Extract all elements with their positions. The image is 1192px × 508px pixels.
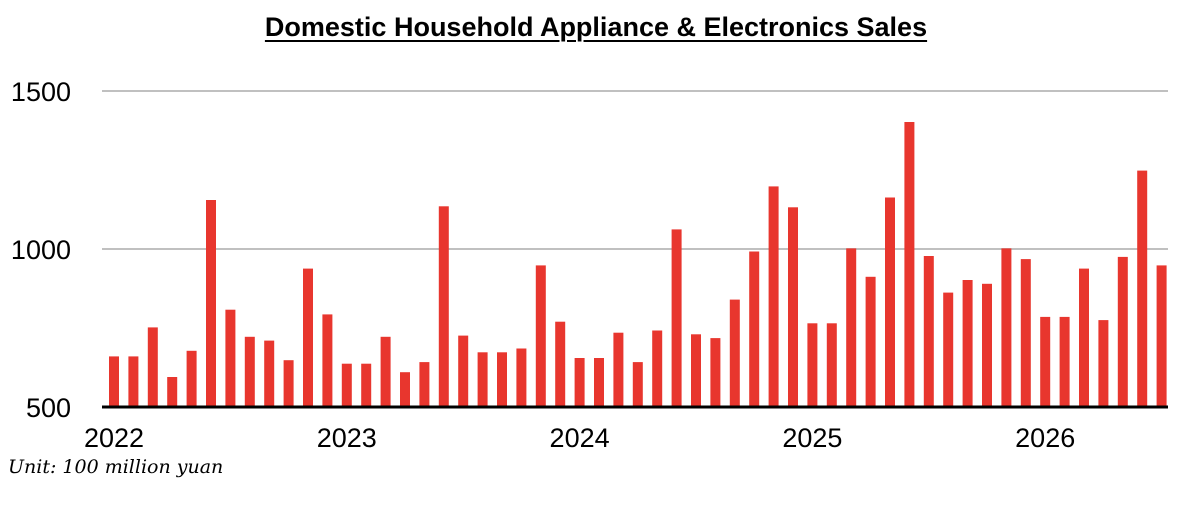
bar — [361, 363, 372, 407]
bar — [458, 335, 469, 407]
bar — [380, 336, 391, 407]
bar — [807, 323, 818, 407]
bar — [225, 309, 236, 407]
bar — [1098, 320, 1109, 407]
bar — [1156, 265, 1167, 407]
bar — [652, 330, 663, 407]
bar — [962, 280, 973, 407]
bar — [904, 122, 915, 407]
y-tick-label: 1500 — [11, 77, 71, 107]
bar — [322, 314, 333, 407]
bar — [477, 352, 488, 407]
bar — [1137, 170, 1148, 407]
y-tick-label: 1000 — [11, 235, 71, 265]
bar — [846, 248, 857, 407]
bar — [632, 362, 643, 407]
x-tick-label: 2025 — [782, 423, 842, 453]
bar — [438, 206, 449, 407]
bar — [826, 323, 837, 407]
bar — [1059, 316, 1070, 407]
bar — [594, 358, 604, 407]
bar — [749, 251, 760, 407]
bar — [788, 207, 798, 407]
x-tick-label: 2026 — [1015, 423, 1075, 453]
bar — [710, 338, 721, 407]
bar — [613, 332, 624, 407]
bar — [497, 352, 507, 407]
bar — [147, 327, 158, 407]
bar — [982, 283, 992, 407]
bar — [1117, 256, 1128, 407]
bar — [186, 350, 197, 407]
bar — [865, 276, 876, 407]
bar — [516, 348, 527, 407]
bar — [1079, 268, 1089, 407]
bar — [574, 358, 585, 407]
bar — [885, 197, 895, 407]
bar — [128, 356, 139, 407]
bar — [167, 377, 178, 407]
bar — [1040, 316, 1051, 407]
bar — [206, 200, 216, 407]
bar — [555, 321, 566, 407]
x-tick-label: 2022 — [84, 423, 144, 453]
x-axis-ticks: 2022 2023 2024 2025 2026 — [84, 423, 1075, 453]
bar — [729, 299, 740, 407]
bar — [400, 372, 410, 407]
bar — [283, 360, 294, 407]
bar — [109, 356, 119, 407]
bar — [244, 336, 255, 407]
bar-series — [109, 122, 1167, 407]
bar — [768, 186, 779, 407]
x-tick-label: 2023 — [317, 423, 377, 453]
gridlines — [102, 90, 1168, 250]
bar — [1020, 259, 1031, 407]
chart-title: Domestic Household Appliance & Electroni… — [264, 12, 928, 42]
bar — [264, 340, 275, 407]
bar — [671, 229, 682, 407]
y-tick-label: 500 — [26, 393, 71, 423]
y-axis-ticks: 500 1000 1500 — [11, 77, 71, 423]
bar — [1001, 248, 1012, 407]
bar — [923, 256, 934, 407]
bar — [943, 292, 954, 407]
bar — [535, 265, 546, 407]
unit-note: Unit: 100 million yuan — [8, 456, 224, 478]
bar — [341, 363, 352, 407]
bar — [419, 362, 430, 407]
bar — [691, 334, 701, 407]
bar — [303, 268, 313, 407]
x-tick-label: 2024 — [550, 423, 610, 453]
